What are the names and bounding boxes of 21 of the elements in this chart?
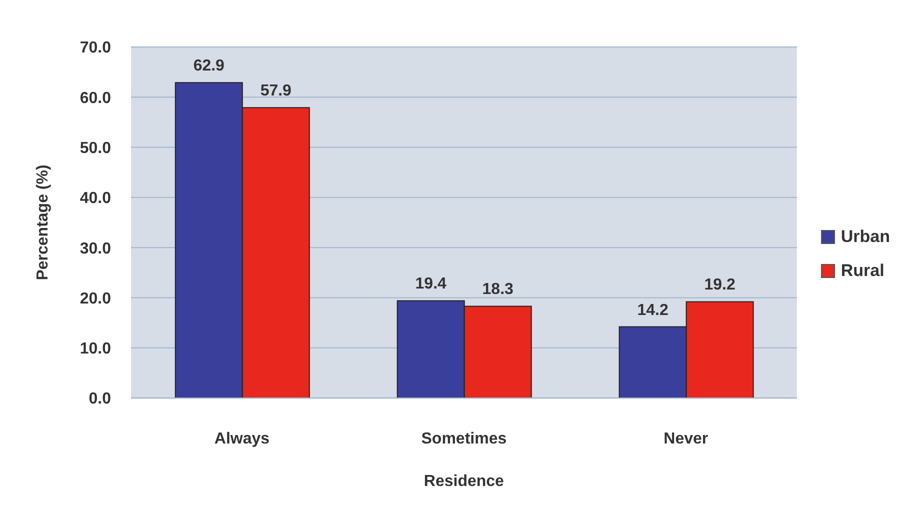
legend-label: Rural bbox=[840, 261, 884, 281]
data-label: 19.2 bbox=[704, 276, 736, 294]
y-tick-label: 10.0 bbox=[80, 340, 112, 358]
legend-label: Urban bbox=[840, 227, 890, 247]
y-tick-label: 70.0 bbox=[80, 40, 112, 57]
y-axis-title: Percentage (%) bbox=[34, 164, 52, 280]
y-tick-label: 60.0 bbox=[80, 90, 112, 107]
y-tick-label: 0.0 bbox=[88, 390, 112, 408]
x-axis-title: Residence bbox=[424, 473, 504, 490]
x-tick-label: Sometimes bbox=[421, 430, 507, 448]
data-label: 14.2 bbox=[637, 302, 668, 319]
y-tick-label: 40.0 bbox=[80, 190, 112, 208]
data-label: 18.3 bbox=[482, 281, 514, 298]
data-label: 62.9 bbox=[193, 58, 225, 75]
data-label: 57.9 bbox=[260, 82, 292, 100]
y-tick-label: 50.0 bbox=[80, 140, 112, 157]
data-label: 19.4 bbox=[415, 276, 447, 293]
x-tick-label: Never bbox=[664, 430, 708, 448]
x-tick-label: Always bbox=[214, 430, 270, 448]
y-tick-label: 30.0 bbox=[80, 240, 112, 258]
y-tick-label: 20.0 bbox=[80, 290, 112, 308]
